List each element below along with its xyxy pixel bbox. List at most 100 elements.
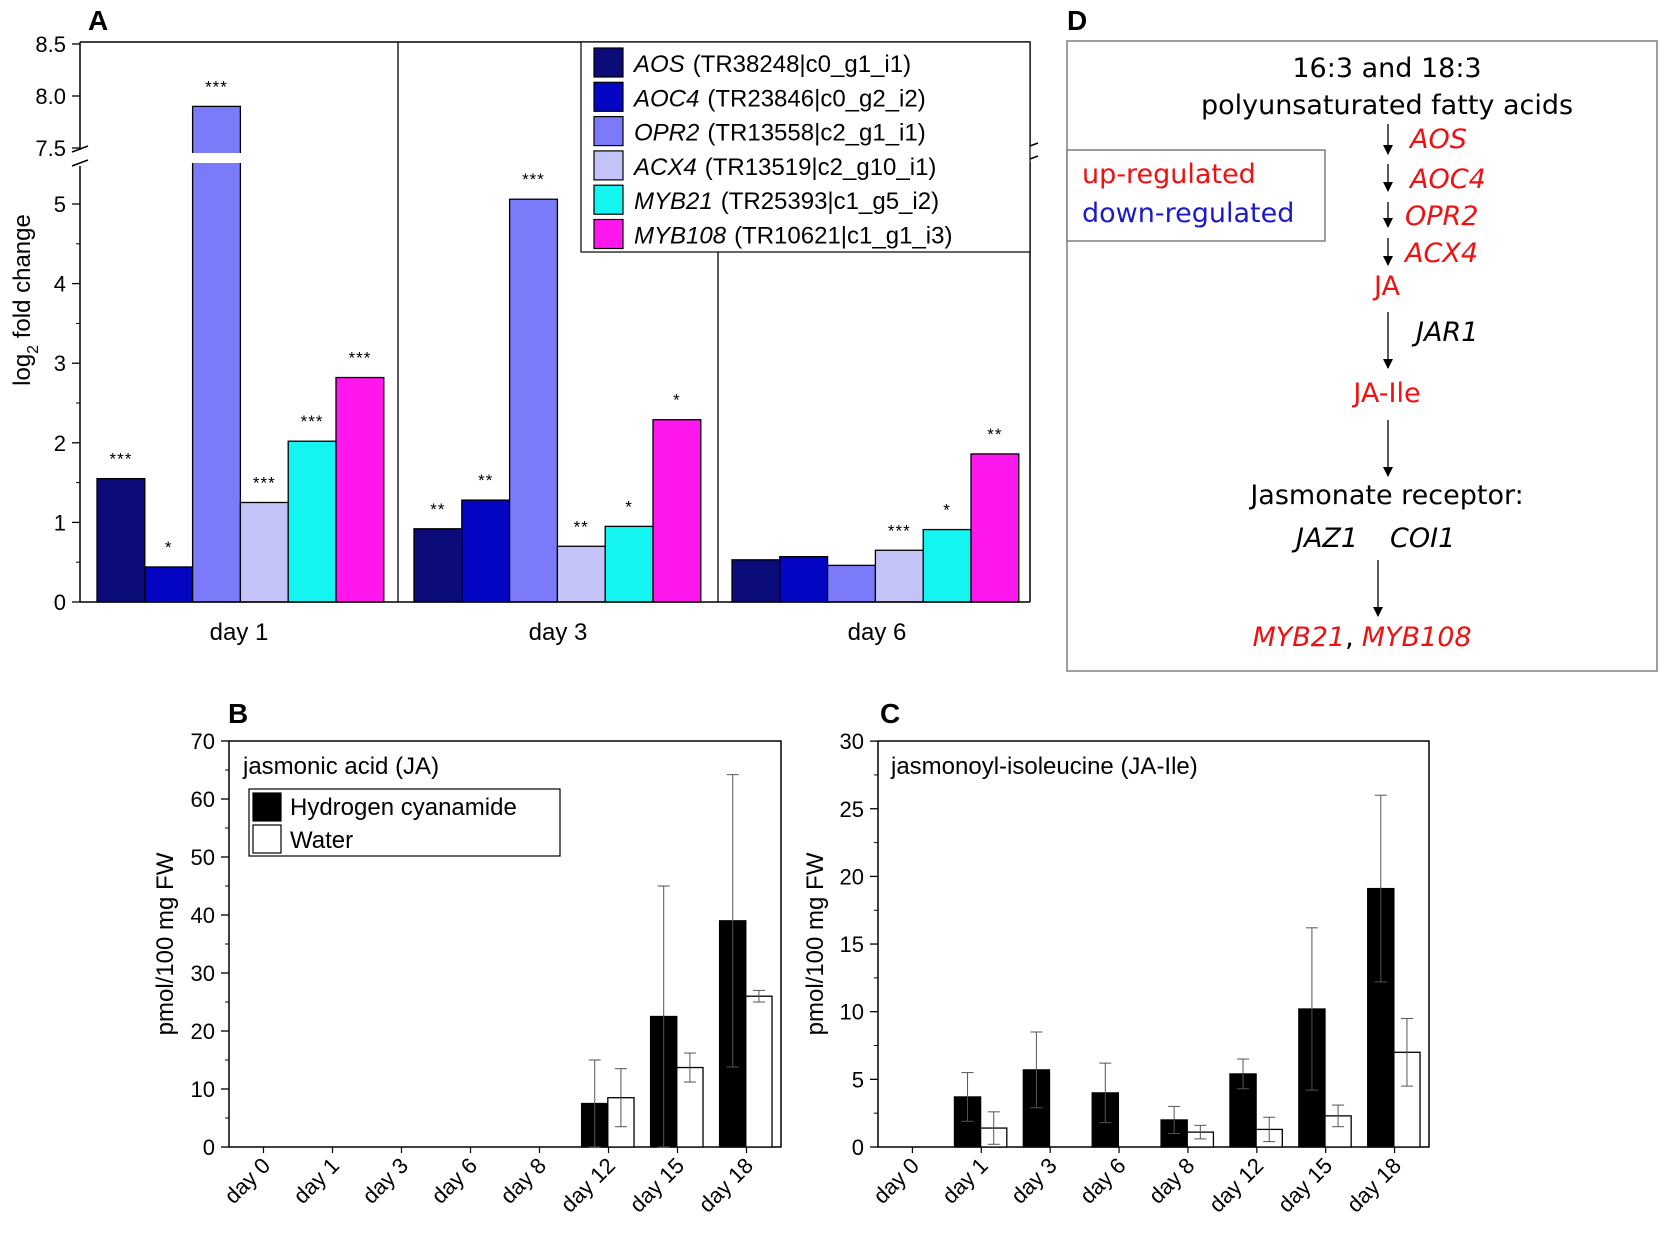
chart-a-ylabel-text: log2 fold change xyxy=(9,214,42,386)
ytick-label: 4 xyxy=(54,272,66,297)
ytick-label: 25 xyxy=(840,797,864,822)
xtick-label: day 6 xyxy=(848,619,907,646)
bar-opr2-day3 xyxy=(508,198,559,603)
chart-a-bars xyxy=(96,105,1020,603)
pathway-targets: MYB21, MYB108 xyxy=(1252,622,1471,653)
bar-water-day18 xyxy=(745,995,773,1148)
xtick-label: day 1 xyxy=(210,619,269,646)
bar-acx4-day1 xyxy=(239,501,289,603)
chart-a-significance: ******************* ******* ******* xyxy=(109,77,1002,557)
xtick-label: day 15 xyxy=(625,1153,689,1217)
ytick-label: 10 xyxy=(191,1077,215,1102)
xtick-label: day 18 xyxy=(1342,1153,1406,1217)
sig-acx4-day6: *** xyxy=(888,521,911,540)
xtick-label: day 12 xyxy=(1204,1153,1268,1217)
ytick-label: 5 xyxy=(54,192,66,217)
panel-label-c: C xyxy=(880,698,900,729)
bar-myb108-day3 xyxy=(652,419,702,603)
pathway-jar1: JAR1 xyxy=(1411,317,1478,348)
legend-gene: MYB21 xyxy=(634,188,713,215)
axis-break-mark xyxy=(71,159,89,167)
legend-id: (TR23846|c0_g2_i2) xyxy=(707,85,925,112)
legend-label-water: Water xyxy=(290,827,353,854)
ytick-label: 40 xyxy=(191,903,215,928)
bar-myb108-day6 xyxy=(970,453,1020,603)
chart-a-axes: 0 1 2 3 4 5 7.5 8.0 8.5 day 1 day 3 day 6 xyxy=(35,32,1039,646)
legend-swatch-opr2 xyxy=(593,115,624,147)
xtick-label: day 3 xyxy=(1006,1153,1062,1209)
ytick-label: 5 xyxy=(852,1067,864,1092)
legend-label-acx4: ACX4 (TR13519|c2_g10_i1) xyxy=(632,154,936,181)
ytick-label: 20 xyxy=(191,1019,215,1044)
xtick-label: day 18 xyxy=(694,1153,758,1217)
xtick-label: day 12 xyxy=(556,1153,620,1217)
xtick-label: day 3 xyxy=(357,1153,413,1209)
ytick-label: 20 xyxy=(840,864,864,889)
pathway-jaz1: JAZ1 xyxy=(1291,523,1358,554)
chart-c-frame xyxy=(877,740,1430,1148)
chart-c-ylabel: pmol/100 mg FW xyxy=(802,852,829,1035)
pathway-gene-aoc4: AOC4 xyxy=(1408,164,1486,195)
pathway-diagram: 16:3 and 18:3 polyunsaturated fatty acid… xyxy=(1066,40,1658,672)
xtick-label: day 8 xyxy=(1144,1153,1200,1209)
sig-acx4-day1: *** xyxy=(253,474,276,493)
pathway-legend-box xyxy=(1066,149,1326,242)
legend-swatch-water xyxy=(252,824,282,854)
sig-aoc4-day1: * xyxy=(165,538,173,557)
ytick-label: 60 xyxy=(191,787,215,812)
bar-myb21-day3 xyxy=(604,525,654,603)
bar-myb108-day1 xyxy=(335,376,385,603)
sig-aoc4-day3: ** xyxy=(478,471,493,490)
ytick-label: 1 xyxy=(54,510,66,535)
legend-swatch-aoc4 xyxy=(593,81,624,112)
xtick-label: day 8 xyxy=(495,1153,551,1209)
legend-swatch-myb21 xyxy=(593,184,624,215)
legend-label-myb21: MYB21 (TR25393|c1_g5_i2) xyxy=(634,188,939,215)
bar-myb21-day6 xyxy=(922,528,972,603)
legend-swatch-acx4 xyxy=(593,150,624,181)
legend-id: (TR10621|c1_g1_i3) xyxy=(734,223,952,250)
bar-opr2-day1 xyxy=(191,105,242,603)
chart-b-ylabel: pmol/100 mg FW xyxy=(152,852,179,1035)
bar-opr2-day6 xyxy=(826,564,877,603)
pathway-legend-down: down-regulated xyxy=(1082,198,1294,229)
ytick-label: 30 xyxy=(840,729,864,754)
bar-aos-day1 xyxy=(96,477,146,603)
legend-label-aos: AOS (TR38248|c0_g1_i1) xyxy=(632,51,911,78)
sig-aos-day1: *** xyxy=(109,450,132,469)
legend-gene: OPR2 xyxy=(634,120,699,147)
sig-myb108-day1: *** xyxy=(348,349,371,368)
legend-gene: AOC4 xyxy=(632,85,699,112)
ytick-label: 50 xyxy=(191,845,215,870)
pathway-source-line1: 16:3 and 18:3 xyxy=(1292,53,1481,84)
xtick-label: day 1 xyxy=(288,1153,344,1209)
xtick-label: day 6 xyxy=(426,1153,482,1209)
legend-id: (TR25393|c1_g5_i2) xyxy=(721,188,939,215)
bar-aoc4-day1 xyxy=(144,566,194,603)
ytick-label: 7.5 xyxy=(35,136,66,161)
ytick-label: 30 xyxy=(191,961,215,986)
sig-opr2-day3: *** xyxy=(522,170,545,189)
ytick-label: 8.0 xyxy=(35,84,66,109)
xtick-label: day 0 xyxy=(219,1153,275,1209)
ytick-label: 3 xyxy=(54,351,66,376)
legend-label-opr2: OPR2 (TR13558|c2_g1_i1) xyxy=(634,120,926,147)
legend-gene: ACX4 xyxy=(632,154,697,181)
sig-myb108-day3: * xyxy=(673,391,681,410)
legend-id: (TR13558|c2_g1_i1) xyxy=(707,120,925,147)
legend-swatch-aos xyxy=(593,47,624,78)
legend-id: (TR38248|c0_g1_i1) xyxy=(693,51,911,78)
sig-myb108-day6: ** xyxy=(987,425,1002,444)
axis-break-gap xyxy=(190,153,243,163)
bar-aoc4-day3 xyxy=(461,499,511,603)
ytick-label: 70 xyxy=(191,729,215,754)
bar-myb21-day1 xyxy=(287,440,337,603)
pathway-legend-up: up-regulated xyxy=(1082,159,1256,190)
chart-b-legend: Hydrogen cyanamide Water xyxy=(248,788,561,857)
panel-label-a: A xyxy=(88,5,108,36)
ytick-label: 15 xyxy=(840,932,864,957)
pathway-gene-opr2: OPR2 xyxy=(1405,201,1478,232)
legend-label-hydrogen-cyanamide: Hydrogen cyanamide xyxy=(290,794,517,821)
pathway-coi1: COI1 xyxy=(1390,523,1455,554)
